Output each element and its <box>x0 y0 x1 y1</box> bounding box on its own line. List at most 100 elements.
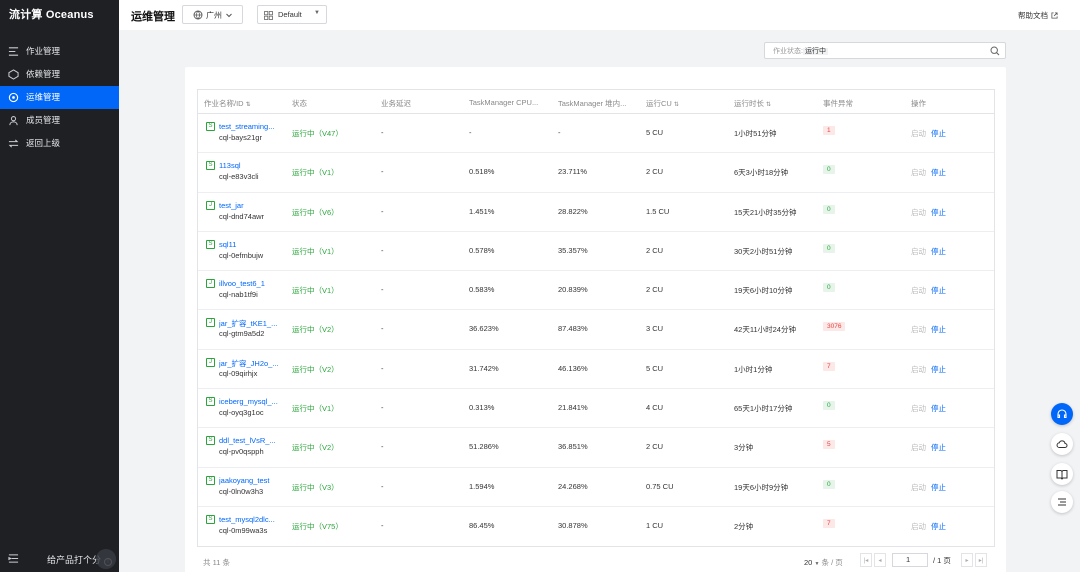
stop-button[interactable]: 停止 <box>931 443 946 453</box>
job-name-link[interactable]: 113sql <box>219 161 241 171</box>
job-id: cql-pv0qspph <box>219 447 264 457</box>
duration-value: 2分钟 <box>734 521 754 531</box>
page-number-input[interactable]: 1 <box>892 553 928 567</box>
stop-button[interactable]: 停止 <box>931 521 946 531</box>
next-page-button[interactable]: ▸ <box>961 553 973 567</box>
cu-value: 2 CU <box>646 285 664 295</box>
region-select[interactable]: 广州 <box>182 5 243 24</box>
stop-button[interactable]: 停止 <box>931 325 946 335</box>
event-count-badge[interactable]: 0 <box>823 204 835 214</box>
stop-button[interactable]: 停止 <box>931 482 946 492</box>
cu-value: 5 CU <box>646 128 664 137</box>
event-count-badge[interactable]: 0 <box>823 401 835 411</box>
job-name-link[interactable]: sql11 <box>219 239 237 249</box>
stop-button[interactable]: 停止 <box>931 404 946 414</box>
customer-service-button[interactable] <box>1051 403 1073 425</box>
region-value: 广州 <box>206 11 222 20</box>
start-button[interactable]: 启动 <box>911 168 926 178</box>
ops-icon <box>8 92 19 103</box>
globe-icon <box>193 10 203 20</box>
event-count-badge[interactable]: 0 <box>823 283 835 293</box>
workspace-select[interactable]: Default ▼ <box>257 5 327 24</box>
job-name-link[interactable]: iceberg_mysql_... <box>219 397 278 407</box>
start-button[interactable]: 启动 <box>911 325 926 335</box>
job-name-link[interactable]: jar_扩容_tKE1_... <box>219 319 278 329</box>
status-filter-search[interactable]: 作业状态: 运行中 <box>764 42 1006 59</box>
job-name-link[interactable]: test_jar <box>219 200 244 210</box>
first-page-button[interactable]: |◂ <box>860 553 872 567</box>
job-name-link[interactable]: jaakoyang_test <box>219 475 270 485</box>
stop-button[interactable]: 停止 <box>931 286 946 296</box>
help-docs-link[interactable]: 帮助文档 <box>1018 10 1058 21</box>
event-count-badge[interactable]: 7 <box>823 518 835 528</box>
filter-tag[interactable]: 作业状态: 运行中 <box>773 46 828 56</box>
job-name-link[interactable]: jar_扩容_JH2o_... <box>219 358 279 368</box>
event-count-badge[interactable]: 3076 <box>823 322 846 332</box>
status-text: 运行中（V3） <box>292 482 339 492</box>
cpu-value: 36.623% <box>469 324 499 334</box>
status-text: 运行中（V1） <box>292 404 339 414</box>
status-text: 运行中（V2） <box>292 325 339 335</box>
duration-value: 15天21小时35分钟 <box>734 207 797 217</box>
event-count-badge[interactable]: 0 <box>823 479 835 489</box>
cloud-icon <box>1056 440 1068 448</box>
event-count-badge[interactable]: 5 <box>823 440 835 450</box>
job-name-link[interactable]: ddl_test_lVsR_... <box>219 436 276 446</box>
sort-icon: ⇅ <box>245 102 251 108</box>
menu-button[interactable] <box>1051 491 1073 513</box>
job-id: cql-dnd74awr <box>219 211 265 221</box>
stop-button[interactable]: 停止 <box>931 129 946 138</box>
event-count-badge[interactable]: 0 <box>823 243 835 253</box>
cpu-value: 1.594% <box>469 481 495 491</box>
cu-value: 5 CU <box>646 363 664 373</box>
job-table: 作业名称/ID ⇅ 状态 业务延迟 TaskManager CPU... Task… <box>197 89 995 548</box>
start-button[interactable]: 启动 <box>911 246 926 256</box>
col-duration[interactable]: 运行时长 ⇅ <box>734 98 771 109</box>
start-button[interactable]: 启动 <box>911 521 926 531</box>
event-count-badge[interactable]: 1 <box>823 126 835 135</box>
col-name[interactable]: 作业名称/ID ⇅ <box>204 98 251 109</box>
cloud-button[interactable] <box>1051 433 1073 455</box>
start-button[interactable]: 启动 <box>911 364 926 374</box>
event-count-badge[interactable]: 0 <box>823 165 835 175</box>
start-button[interactable]: 启动 <box>911 443 926 453</box>
start-button[interactable]: 启动 <box>911 482 926 492</box>
stop-button[interactable]: 停止 <box>931 168 946 178</box>
start-button[interactable]: 启动 <box>911 129 926 138</box>
prev-page-button[interactable]: ◂ <box>874 553 886 567</box>
page-size-select[interactable]: 20 ▼ 条 / 页 <box>804 557 843 568</box>
sidebar-item-jobs[interactable]: 作业管理 <box>0 40 119 63</box>
start-button[interactable]: 启动 <box>911 207 926 217</box>
cu-value: 1 CU <box>646 520 664 530</box>
sidebar-item-ops[interactable]: 运维管理 <box>0 86 119 109</box>
search-icon[interactable] <box>990 46 1000 56</box>
event-count-badge[interactable]: 7 <box>823 361 835 371</box>
top-header: 运维管理 广州 Default ▼ 帮助文档 <box>119 0 1080 30</box>
start-button[interactable]: 启动 <box>911 286 926 296</box>
job-name-link[interactable]: test_streaming... <box>219 122 275 131</box>
job-name-link[interactable]: test_mysql2dlc... <box>219 514 275 524</box>
sidebar-item-dependencies[interactable]: 依赖管理 <box>0 63 119 86</box>
sidebar-item-label: 作业管理 <box>26 46 61 56</box>
collapse-menu-icon[interactable] <box>8 553 19 564</box>
chevron-down-icon <box>225 11 233 19</box>
brand-title: 流计算 Oceanus <box>9 9 94 21</box>
stop-button[interactable]: 停止 <box>931 246 946 256</box>
stop-button[interactable]: 停止 <box>931 364 946 374</box>
cpu-value: 0.518% <box>469 167 495 177</box>
stop-button[interactable]: 停止 <box>931 207 946 217</box>
external-link-icon <box>1051 12 1058 19</box>
job-name-link[interactable]: illvoo_test6_1 <box>219 279 265 289</box>
start-button[interactable]: 启动 <box>911 404 926 414</box>
status-text: 运行中（V1） <box>292 246 339 256</box>
cpu-value: 31.742% <box>469 363 499 373</box>
docs-button[interactable] <box>1051 463 1073 485</box>
col-delay: 业务延迟 <box>381 99 411 108</box>
sidebar-item-back[interactable]: 返回上级 <box>0 132 119 155</box>
col-cu[interactable]: 运行CU ⇅ <box>646 98 679 109</box>
last-page-button[interactable]: ▸| <box>975 553 987 567</box>
workspace-icon <box>264 11 273 20</box>
sidebar-item-members[interactable]: 成员管理 <box>0 109 119 132</box>
